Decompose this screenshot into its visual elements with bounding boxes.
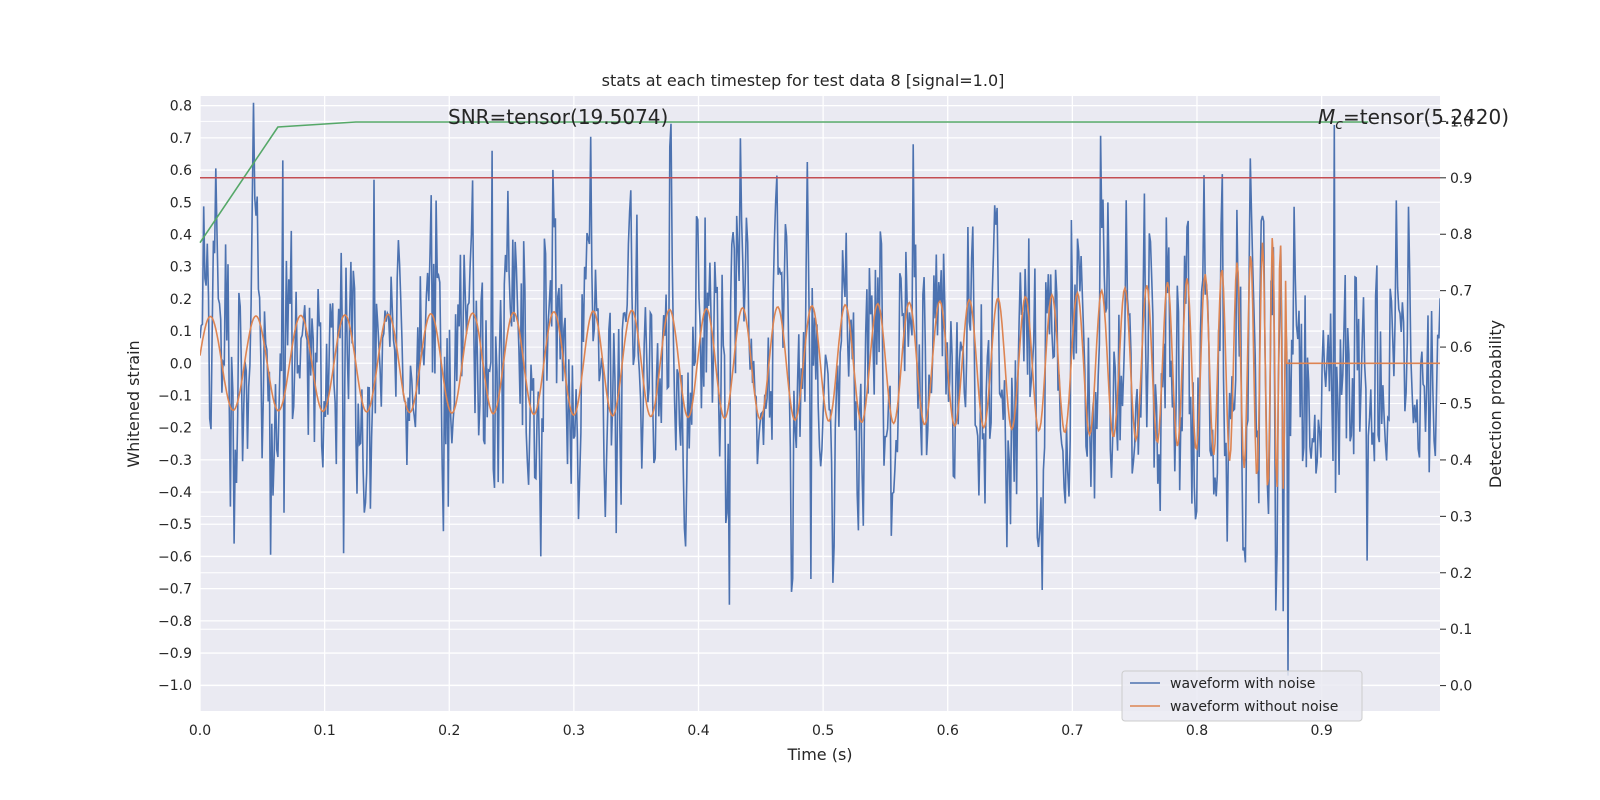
y2-tick-label: 1.0 bbox=[1450, 114, 1472, 130]
x-tick-label: 0.9 bbox=[1310, 723, 1332, 739]
y2-tick-label: 0.9 bbox=[1450, 171, 1472, 187]
x-tick-label: 0.6 bbox=[937, 723, 959, 739]
chirp-mass-symbol: M bbox=[1318, 105, 1335, 129]
chirp-mass-annotation: Mc=tensor(5.2420) bbox=[1318, 105, 1509, 133]
y2-tick-label: 0.3 bbox=[1450, 509, 1472, 525]
y-tick-labels: 0.8 0.7 0.6 0.5 0.4 0.3 0.2 0.1 0.0 −0.1 −0.2 −0.3 −… bbox=[158, 99, 192, 695]
y2-axis-label: Detection probability bbox=[1486, 320, 1505, 488]
y-tick-label: 0.5 bbox=[170, 195, 192, 211]
x-tick-labels: 0.0 0.1 0.2 0.3 0.4 0.5 0.6 0.7 0.8 0.9 bbox=[189, 723, 1333, 739]
x-axis-label: Time (s) bbox=[786, 745, 852, 764]
y-tick-label: −0.5 bbox=[158, 517, 192, 533]
y-tick-label: −0.4 bbox=[158, 485, 192, 501]
x-tick-label: 0.8 bbox=[1186, 723, 1208, 739]
chirp-mass-subscript: c bbox=[1335, 117, 1343, 133]
y-axis-label: Whitened strain bbox=[124, 340, 143, 467]
y2-tick-label: 0.4 bbox=[1450, 453, 1472, 469]
chirp-mass-value: =tensor(5.2420) bbox=[1343, 105, 1509, 129]
y2-tick-label: 0.2 bbox=[1450, 566, 1472, 582]
y-tick-label: −0.9 bbox=[158, 646, 192, 662]
y-tick-label: −0.2 bbox=[158, 421, 192, 437]
y2-tick-label: 0.1 bbox=[1450, 622, 1472, 638]
x-tick-label: 0.4 bbox=[687, 723, 709, 739]
y2-tick-label: 0.5 bbox=[1450, 397, 1472, 413]
y-tick-label: 0.2 bbox=[170, 292, 192, 308]
y2-tick-label: 0.6 bbox=[1450, 340, 1472, 356]
y-tick-label: 0.6 bbox=[170, 163, 192, 179]
y-tick-label: 0.8 bbox=[170, 99, 192, 115]
x-tick-label: 0.3 bbox=[563, 723, 585, 739]
legend-label-waveform-without-noise: waveform without noise bbox=[1170, 699, 1338, 715]
y-tick-label: −1.0 bbox=[158, 678, 192, 694]
snr-annotation: SNR=tensor(19.5074) bbox=[448, 105, 668, 129]
y-tick-label: −0.8 bbox=[158, 614, 192, 630]
y2-tick-label: 0.0 bbox=[1450, 679, 1472, 695]
x-tick-label: 0.2 bbox=[438, 723, 460, 739]
chart-title: stats at each timestep for test data 8 [… bbox=[602, 71, 1005, 90]
y-tick-label: 0.3 bbox=[170, 260, 192, 276]
y-tick-label: 0.0 bbox=[170, 356, 192, 372]
y2-tick-labels: 1.0 0.9 0.8 0.7 0.6 0.5 0.4 0.3 0.2 0.1 0.0 bbox=[1450, 114, 1472, 694]
series-line-waveform-with-noise bbox=[200, 102, 1440, 676]
x-tick-label: 0.7 bbox=[1061, 723, 1083, 739]
y-tick-label: −0.6 bbox=[158, 549, 192, 565]
legend-box bbox=[1121, 670, 1363, 722]
x-tick-label: 0.5 bbox=[812, 723, 834, 739]
legend: waveform with noise waveform without noi… bbox=[1121, 670, 1363, 722]
y-tick-label: 0.4 bbox=[170, 227, 192, 243]
legend-label-waveform-with-noise: waveform with noise bbox=[1170, 676, 1315, 692]
y-tick-label: −0.7 bbox=[158, 582, 192, 598]
y-tick-label: 0.1 bbox=[170, 324, 192, 340]
x-tick-label: 0.0 bbox=[189, 723, 211, 739]
y-tick-label: −0.1 bbox=[158, 388, 192, 404]
y-tick-label: −0.3 bbox=[158, 453, 192, 469]
y-tick-label: 0.7 bbox=[170, 131, 192, 147]
y2-tick-label: 0.8 bbox=[1450, 227, 1472, 243]
y2-tick-label: 0.7 bbox=[1450, 284, 1472, 300]
series-line-waveform-without-noise bbox=[200, 238, 1440, 489]
series-line-detection-probability bbox=[199, 121, 1369, 244]
x-tick-label: 0.1 bbox=[313, 723, 335, 739]
